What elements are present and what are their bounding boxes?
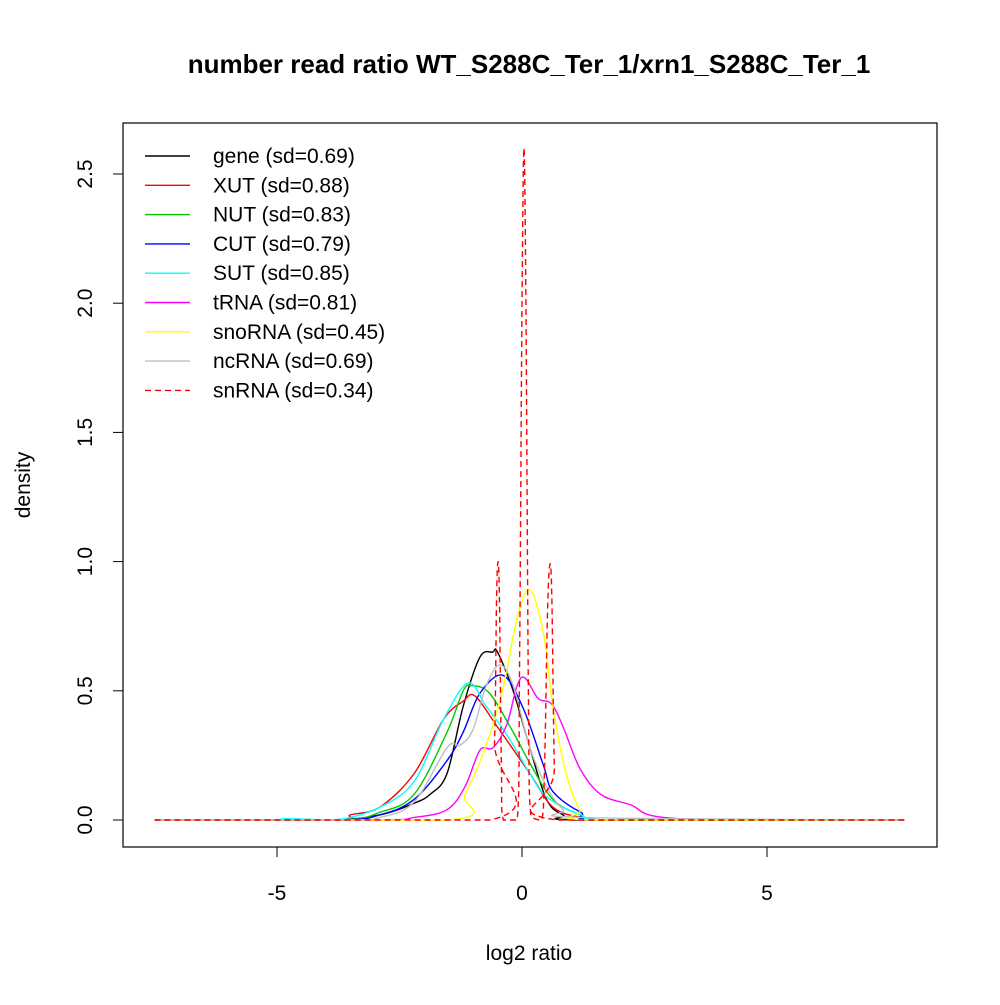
legend: gene (sd=0.69) XUT (sd=0.88) NUT (sd=0.83)… (145, 145, 385, 402)
series-line-7 (154, 664, 905, 821)
y-tick-label: 0.0 (74, 805, 97, 834)
y-tick-label: 0.5 (74, 676, 97, 705)
x-tick-label: -5 (268, 882, 287, 905)
y-axis: 0.0 0.5 1.0 1.5 2.0 2.5 (74, 159, 124, 835)
y-tick-label: 1.0 (74, 547, 97, 576)
legend-label: tRNA (sd=0.81) (213, 292, 357, 315)
y-tick-label: 2.5 (74, 159, 97, 188)
series-line-6 (154, 589, 905, 821)
y-tick-label: 2.0 (74, 289, 97, 318)
x-tick-label: 0 (516, 882, 528, 905)
y-tick-label: 1.5 (74, 418, 97, 447)
legend-label: CUT (sd=0.79) (213, 233, 351, 256)
legend-label: snoRNA (sd=0.45) (213, 321, 385, 344)
legend-label: SUT (sd=0.85) (213, 262, 350, 285)
x-tick-label: 5 (761, 882, 773, 905)
series-line-3 (154, 674, 905, 821)
x-axis: -5 0 5 (268, 846, 773, 905)
y-axis-label: density (12, 451, 35, 518)
series-line-5 (154, 676, 905, 821)
curves (154, 147, 905, 821)
legend-label: snRNA (sd=0.34) (213, 379, 374, 402)
plot-frame (122, 122, 938, 848)
legend-label: ncRNA (sd=0.69) (213, 350, 374, 373)
x-axis-label: log2 ratio (486, 942, 572, 965)
chart-title: number read ratio WT_S288C_Ter_1/xrn1_S2… (188, 49, 871, 79)
legend-label: gene (sd=0.69) (213, 145, 355, 168)
legend-label: NUT (sd=0.83) (213, 204, 351, 227)
legend-label: XUT (sd=0.88) (213, 174, 350, 197)
